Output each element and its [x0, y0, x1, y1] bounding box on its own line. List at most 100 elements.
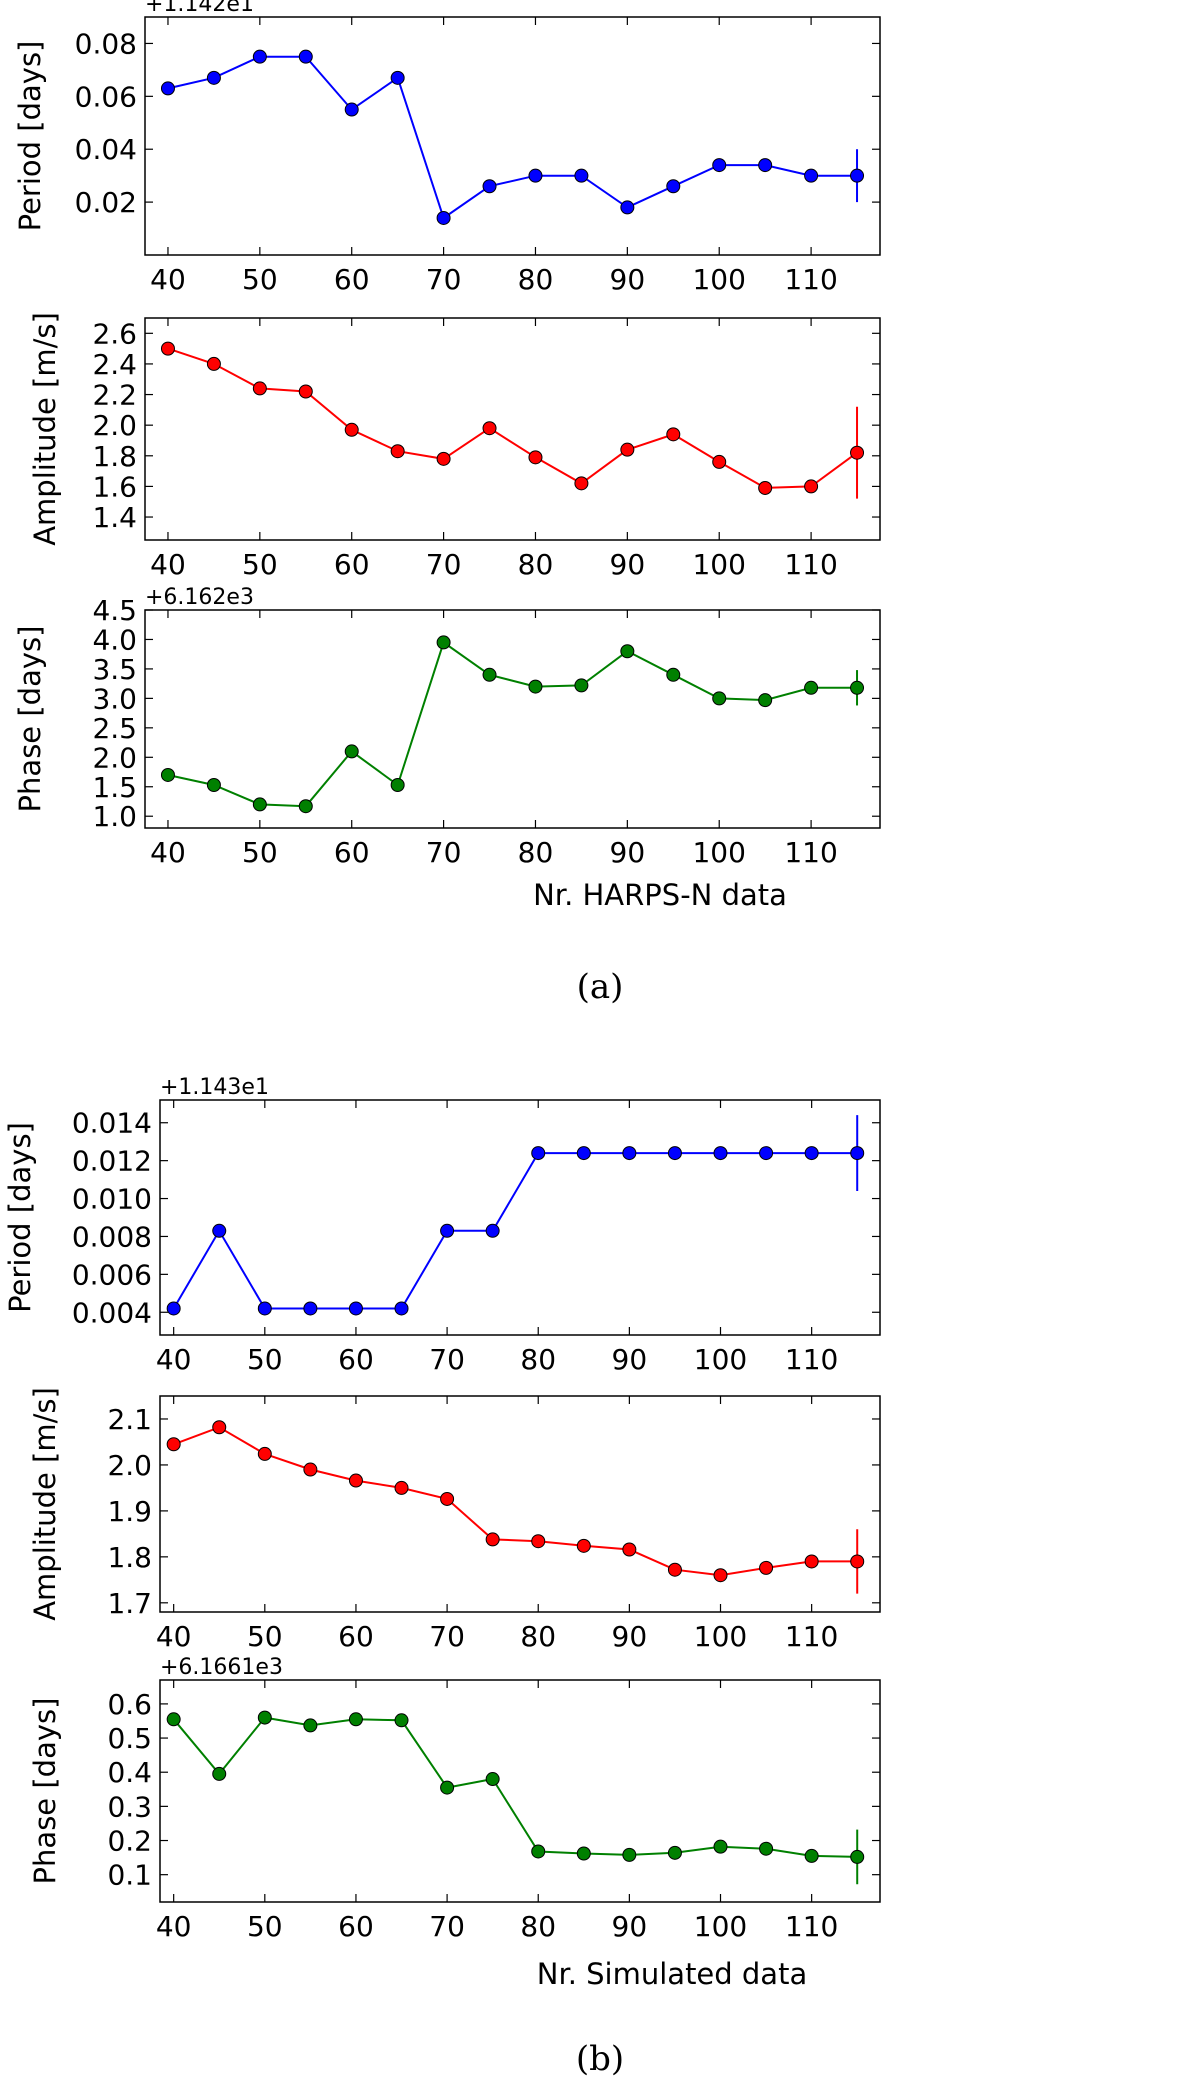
- data-point: [440, 1491, 455, 1506]
- x-tick-label: 70: [429, 1343, 465, 1376]
- data-point: [390, 444, 405, 459]
- x-tick-label: 40: [150, 263, 186, 296]
- data-point: [348, 1473, 363, 1488]
- y-tick-label: 0.5: [107, 1722, 152, 1755]
- axes-frame: [144, 16, 881, 256]
- data-point: [804, 1554, 819, 1569]
- x-tick-label: 50: [247, 1620, 283, 1653]
- x-tick-label: 40: [150, 836, 186, 869]
- data-point: [759, 1146, 774, 1161]
- y-tick-label: 0.008: [72, 1220, 152, 1253]
- y-tick-label: 2.4: [92, 348, 137, 381]
- y-axis-label: Period [days]: [3, 1122, 37, 1313]
- chart-a-amplitude: 40 50 60 70 80 90 100 110 1.41.61.82.02.22.42.6 A…: [28, 312, 881, 581]
- y-tick-label: 1.8: [92, 440, 137, 473]
- data-point: [667, 1845, 682, 1860]
- data-point: [574, 476, 589, 491]
- data-point: [531, 1534, 546, 1549]
- data-point: [394, 1301, 409, 1316]
- data-point: [531, 1844, 546, 1859]
- x-tick-label: 80: [518, 836, 554, 869]
- data-point: [440, 1780, 455, 1795]
- data-point: [206, 356, 221, 371]
- series-line: [167, 347, 858, 489]
- x-tick-label: 50: [242, 836, 278, 869]
- caption-b: (b): [576, 2039, 624, 2079]
- data-point: [804, 680, 819, 695]
- y-tick-label: 4.0: [92, 623, 137, 656]
- chart-b-period: 40 50 60 70 80 90 100 110 0.004 0.006 0.008 0.010 0.…: [3, 1075, 881, 1376]
- x-tick-label: 110: [784, 836, 837, 869]
- data-point: [850, 445, 865, 460]
- y-tick-label: 1.8: [107, 1541, 152, 1574]
- x-tick-label: 40: [156, 1910, 192, 1943]
- y-axis-label: Phase [days]: [28, 1698, 62, 1885]
- data-point: [531, 1146, 546, 1161]
- data-point: [713, 1568, 728, 1583]
- x-tick-label: 80: [520, 1910, 556, 1943]
- x-tick-label: 70: [426, 263, 462, 296]
- y-tick-label: 0.3: [107, 1790, 152, 1823]
- x-tick-label: 60: [334, 836, 370, 869]
- y-tick-label: 2.0: [92, 409, 137, 442]
- x-axis-label-a: Nr. HARPS-N data: [533, 878, 787, 912]
- axis-offset-text: +6.1661e3: [160, 1655, 283, 1680]
- x-tick-label: 70: [429, 1910, 465, 1943]
- x-tick-label: 70: [426, 548, 462, 581]
- y-tick-label: 1.4: [92, 501, 137, 534]
- data-point: [759, 1560, 774, 1575]
- x-tick-label: 90: [610, 836, 646, 869]
- x-tick-label: 70: [429, 1620, 465, 1653]
- x-axis-label-b: Nr. Simulated data: [537, 1957, 807, 1991]
- data-point: [303, 1718, 318, 1733]
- data-point: [212, 1223, 227, 1238]
- data-point: [850, 168, 865, 183]
- data-point: [528, 450, 543, 465]
- x-tick-label: 40: [156, 1620, 192, 1653]
- x-tick-label: 80: [520, 1343, 556, 1376]
- x-tick-label: 110: [784, 263, 837, 296]
- x-tick-label: 50: [247, 1910, 283, 1943]
- data-point: [394, 1713, 409, 1728]
- data-point: [482, 667, 497, 682]
- chart-b-phase: 40 50 60 70 80 90 100 110 0.10.20.30.40.50.6 Phas…: [28, 1655, 881, 1943]
- data-point: [390, 777, 405, 792]
- data-point: [622, 1847, 637, 1862]
- data-point: [344, 102, 359, 117]
- data-point: [850, 680, 865, 695]
- y-tick-label: 0.04: [75, 133, 137, 166]
- x-tick-label: 60: [338, 1910, 374, 1943]
- x-tick-label: 60: [338, 1620, 374, 1653]
- y-tick-label: 3.0: [92, 682, 137, 715]
- data-point: [485, 1223, 500, 1238]
- data-point: [574, 678, 589, 693]
- caption-a: (a): [577, 967, 624, 1007]
- data-point: [257, 1446, 272, 1461]
- data-point: [528, 679, 543, 694]
- data-point: [758, 480, 773, 495]
- x-tick-label: 90: [610, 548, 646, 581]
- x-tick-label: 50: [242, 548, 278, 581]
- x-tick-label: 60: [338, 1343, 374, 1376]
- x-tick-label: 110: [785, 1620, 838, 1653]
- data-point: [160, 81, 175, 96]
- data-point: [436, 451, 451, 466]
- data-point: [166, 1712, 181, 1727]
- y-axis-label: Amplitude [m/s]: [28, 312, 62, 546]
- x-tick-label: 60: [334, 263, 370, 296]
- data-point: [712, 158, 727, 173]
- y-axis-label: Period [days]: [13, 41, 47, 232]
- data-point: [712, 454, 727, 469]
- data-point: [252, 797, 267, 812]
- x-tick-label: 50: [242, 263, 278, 296]
- data-point: [622, 1542, 637, 1557]
- y-tick-label: 1.6: [92, 470, 137, 503]
- y-tick-label: 2.1: [107, 1403, 152, 1436]
- chart-b-amplitude: 40 50 60 70 80 90 100 110 1.7 1.8 1.9 2.0 2.1 Amplitu…: [28, 1387, 881, 1653]
- data-point: [576, 1146, 591, 1161]
- axes-frame: [159, 1395, 881, 1613]
- y-tick-label: 0.6: [107, 1688, 152, 1721]
- data-point: [622, 1146, 637, 1161]
- data-point: [482, 179, 497, 194]
- data-point: [212, 1420, 227, 1435]
